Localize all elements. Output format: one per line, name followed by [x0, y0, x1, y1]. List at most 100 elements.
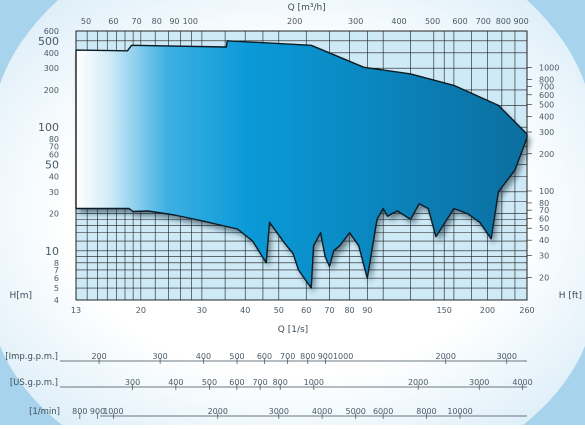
y-tick-label: 60	[49, 151, 59, 160]
corner-decoration	[523, 346, 585, 425]
y-tick-label: 500	[38, 35, 59, 48]
x-axis-title: Q [1/s]	[278, 325, 308, 335]
scale-tick-label: 2000	[208, 407, 228, 416]
scale-tick-label: 400	[196, 352, 211, 361]
scale-tick-label: 300	[125, 378, 140, 387]
scale-tick-label: 800	[300, 352, 315, 361]
x-top-tick-label: 50	[81, 17, 91, 26]
scale-tick-label: 1000	[304, 378, 324, 387]
scale-tick-label: 9001000	[318, 352, 354, 361]
scale-tick-label: 200	[91, 352, 106, 361]
x-top-tick-label: 900	[513, 17, 528, 26]
scale-tick-label: 500	[202, 378, 217, 387]
scale-tick-label: 300	[152, 352, 167, 361]
y-tick-label: 400	[44, 49, 59, 58]
y-axis-title: H[m]	[9, 291, 32, 301]
y-right-tick-label: 500	[539, 101, 554, 110]
x-top-tick-label: 400	[391, 17, 406, 26]
y-tick-label: 8	[54, 259, 59, 268]
y-tick-label: 7	[54, 266, 59, 275]
x-tick-label: 80	[344, 306, 354, 315]
x-tick-label: 20	[136, 306, 146, 315]
scale-tick-label: 2000	[408, 378, 428, 387]
x-top-tick-label: 60	[108, 17, 118, 26]
y-tick-label: 4	[54, 296, 59, 305]
y-tick-label: 20	[49, 210, 59, 219]
x-tick-label: 50	[274, 306, 284, 315]
x-tick-label: 90	[362, 306, 372, 315]
y-right-tick-label: 700	[539, 83, 554, 92]
scale-tick-label: 700	[252, 378, 267, 387]
scale-tick-label: 900	[90, 407, 105, 416]
x-tick-label: 13	[71, 306, 81, 315]
x-top-tick-label: 90	[169, 17, 179, 26]
scale-name-label: [1/min]	[29, 407, 60, 417]
scale-name-label: [Imp.g.p.m.]	[5, 352, 58, 362]
scale-tick-label: 600	[229, 378, 244, 387]
scale-tick-label: 3000	[469, 378, 489, 387]
y-tick-label: 5	[54, 284, 59, 293]
y-right-tick-label: 300	[539, 128, 554, 137]
plot-border	[75, 30, 528, 301]
x-tick-label: 200	[480, 306, 495, 315]
scale-tick-label: 2000	[436, 352, 456, 361]
y-tick-label: 200	[44, 86, 59, 95]
corner-decoration	[0, 346, 62, 425]
scale-tick-label: 700	[280, 352, 295, 361]
x-top-tick-label: 80	[152, 17, 162, 26]
y-tick-label: 80	[49, 135, 59, 144]
y-tick-label: 50	[45, 158, 59, 171]
scale-tick-label: 10000	[447, 407, 472, 416]
x-top-tick-label: 70	[132, 17, 142, 26]
y-right-tick-label: 1000	[539, 63, 559, 72]
x-top-tick-label: 800	[496, 17, 511, 26]
scale-tick-label: 6000	[373, 407, 393, 416]
y-tick-label: 600	[44, 27, 59, 36]
corner-decoration	[527, 0, 585, 84]
x-tick-label: 30	[197, 306, 207, 315]
x-tick-label: 150	[437, 306, 452, 315]
scale-tick-label: 5000	[346, 407, 366, 416]
x-top-tick-label: 700	[476, 17, 491, 26]
y-tick-label: 100	[38, 121, 59, 134]
scale-tick-label: 8000	[416, 407, 436, 416]
y-right-tick-label: 20	[539, 273, 549, 282]
x-top-tick-label: 200	[287, 17, 302, 26]
scale-tick-label: 4000	[312, 407, 332, 416]
scale-tick-label: 800	[273, 378, 288, 387]
y-tick-label: 6	[54, 274, 59, 283]
x-top-tick-label: 300	[348, 17, 363, 26]
y-tick-label: 10	[45, 245, 59, 258]
y-right-tick-label: 80	[539, 199, 549, 208]
x-top-tick-label: 100	[183, 17, 198, 26]
scale-tick-label: 800	[72, 407, 87, 416]
x-top-tick-label: 500	[425, 17, 440, 26]
y-tick-label: 30	[49, 188, 59, 197]
scale-tick-label: 400	[168, 378, 183, 387]
y-right-tick-label: 100	[539, 187, 554, 196]
performance-envelope	[75, 40, 528, 289]
scale-tick-label: 600	[257, 352, 272, 361]
y-right-tick-label: 800	[539, 75, 554, 84]
x-top-tick-label: 600	[452, 17, 467, 26]
y-right-axis-title: H [ft]	[559, 291, 582, 301]
y-right-tick-label: 400	[539, 113, 554, 122]
x-tick-label: 260	[519, 306, 534, 315]
x-top-axis-title: Q [m³/h]	[288, 3, 326, 13]
y-tick-label: 40	[49, 172, 59, 181]
y-right-tick-label: 40	[539, 236, 549, 245]
y-right-tick-label: 600	[539, 91, 554, 100]
corner-decoration	[0, 0, 58, 84]
scale-tick-label: 3000	[269, 407, 289, 416]
y-right-tick-label: 50	[539, 224, 549, 233]
y-right-tick-label: 60	[539, 214, 549, 223]
y-tick-label: 70	[49, 142, 59, 151]
x-tick-label: 60	[301, 306, 311, 315]
y-right-tick-label: 30	[539, 252, 549, 261]
scale-tick-label: 4000	[512, 378, 532, 387]
y-right-tick-label: 70	[539, 206, 549, 215]
scale-tick-label: 1000	[103, 407, 123, 416]
scale-tick-label: 500	[229, 352, 244, 361]
